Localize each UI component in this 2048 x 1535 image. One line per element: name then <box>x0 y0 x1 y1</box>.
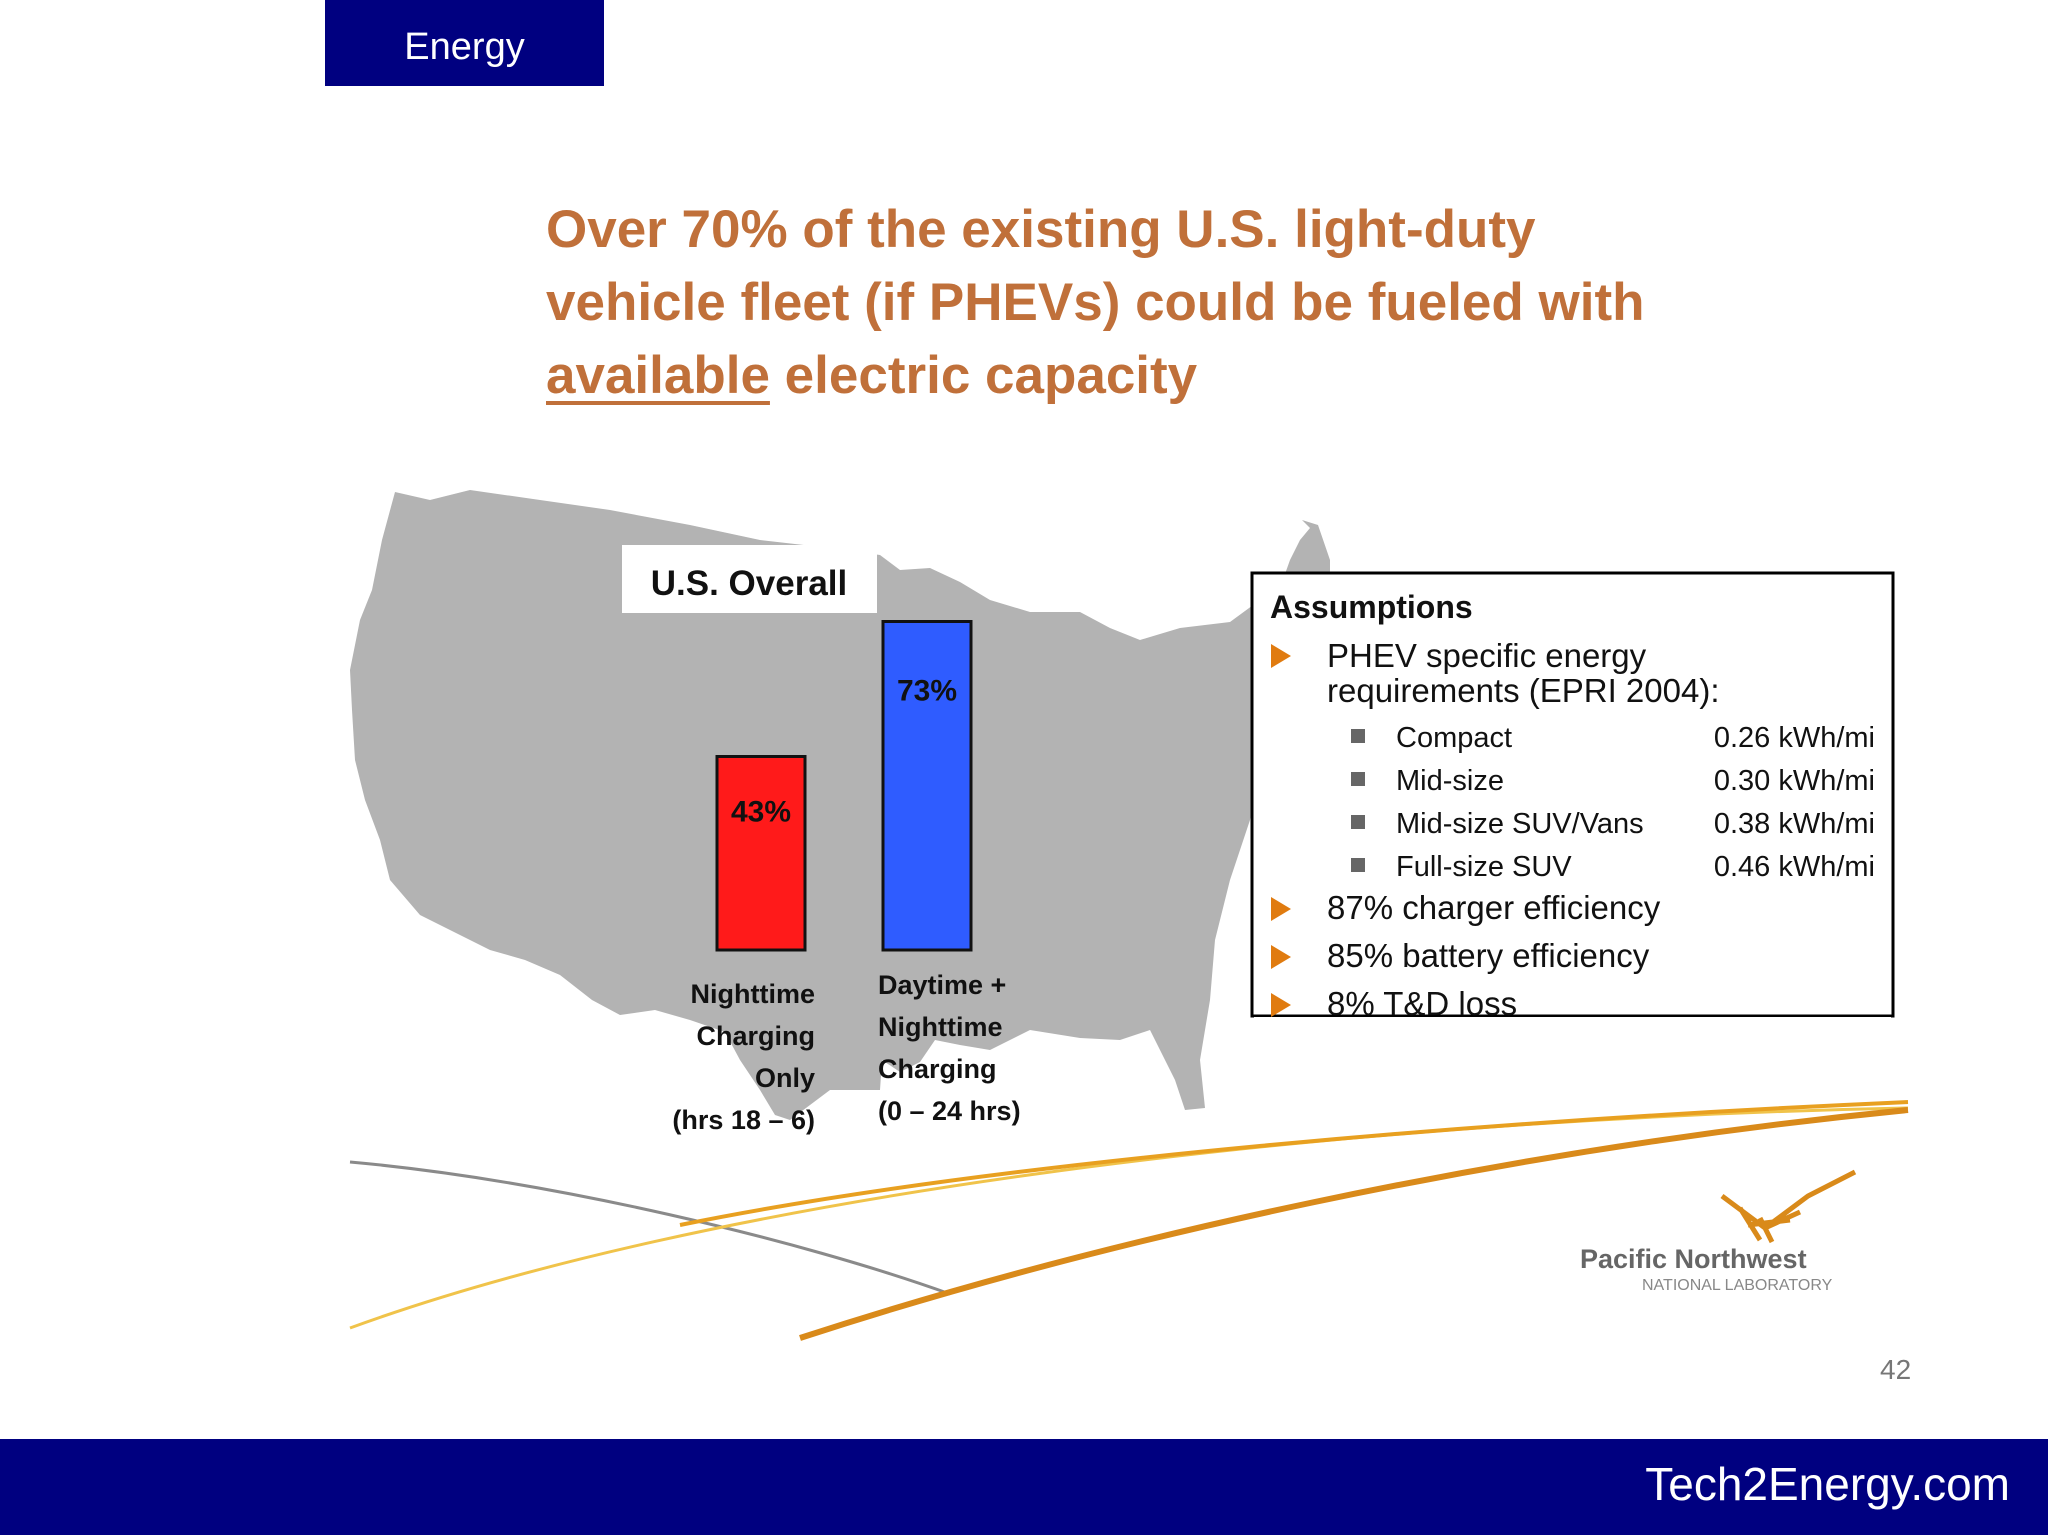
assumptions-heading: Assumptions <box>1270 589 1473 625</box>
logo-name: Pacific Northwest <box>1580 1244 1807 1274</box>
title-line-2: vehicle fleet (if PHEVs) could be fueled… <box>546 273 1645 332</box>
vehicle-value-3: 0.38 kWh/mi <box>1714 808 1875 840</box>
assumption-intro-line-2: requirements (EPRI 2004): <box>1327 672 1720 709</box>
bullet-arrow-icon <box>1271 897 1291 921</box>
category-label-1-line-4: (hrs 18 – 6) <box>672 1105 815 1135</box>
section-tag-label: Energy <box>404 25 525 68</box>
assumptions-box <box>1250 571 1895 1018</box>
page-number: 42 <box>1880 1354 1912 1385</box>
category-label-2-line-4: (0 – 24 hrs) <box>878 1096 1021 1126</box>
assumption-bullet-1: 87% charger efficiency <box>1327 889 1661 926</box>
square-bullet-icon <box>1351 815 1365 829</box>
vehicle-value-2: 0.30 kWh/mi <box>1714 765 1875 797</box>
vehicle-name-4: Full-size SUV <box>1396 851 1572 883</box>
vehicle-name-2: Mid-size <box>1396 765 1504 797</box>
vehicle-name-3: Mid-size SUV/Vans <box>1396 808 1644 840</box>
chart-title: U.S. Overall <box>651 564 847 603</box>
bullet-arrow-icon <box>1271 993 1291 1017</box>
category-label-1-line-3: Only <box>755 1063 815 1093</box>
bar-value-label-2: 73% <box>897 675 957 708</box>
us-map-silhouette <box>350 490 1330 1120</box>
footer-site-link[interactable]: Tech2Energy.com <box>1645 1458 2010 1510</box>
section-tag: Energy <box>325 0 604 86</box>
bullet-arrow-icon <box>1271 644 1291 668</box>
title-underlined-word: available <box>546 346 770 405</box>
swoosh-thick <box>799 1107 1909 1341</box>
square-bullet-icon <box>1351 729 1365 743</box>
box-clip-mask <box>1254 1017 1891 1047</box>
chart-title-box <box>622 545 877 613</box>
category-label-2-line-2: Nighttime <box>878 1012 1003 1042</box>
swoosh-mid <box>679 1100 1909 1227</box>
bullet-arrow-icon <box>1271 945 1291 969</box>
vehicle-name-1: Compact <box>1396 722 1512 754</box>
logo-subtitle: NATIONAL LABORATORY <box>1642 1277 1833 1294</box>
title-line-1: Over 70% of the existing U.S. light-duty <box>546 200 1536 259</box>
category-label-2-line-3: Charging <box>878 1054 997 1084</box>
square-bullet-icon <box>1351 858 1365 872</box>
bar-value-label-1: 43% <box>731 796 791 829</box>
vehicle-value-4: 0.46 kWh/mi <box>1714 851 1875 883</box>
bar-1 <box>715 755 807 952</box>
assumption-bullet-2: 85% battery efficiency <box>1327 937 1650 974</box>
swoosh-gray <box>349 1160 951 1296</box>
title-rest: electric capacity <box>769 346 1198 405</box>
pnnl-logo-icon <box>1720 1169 1857 1244</box>
category-label-2-line-1: Daytime + <box>878 970 1006 1000</box>
vehicle-value-1: 0.26 kWh/mi <box>1714 722 1875 754</box>
assumption-bullet-3: 8% T&D loss <box>1327 985 1517 1022</box>
square-bullet-icon <box>1351 772 1365 786</box>
slide-title: Over 70% of the existing U.S. light-duty… <box>546 193 1846 412</box>
footer-bar: Tech2Energy.com <box>0 1439 2048 1535</box>
category-label-1-line-2: Charging <box>697 1021 816 1051</box>
bar-2 <box>881 620 973 952</box>
title-line-3: available electric capacity <box>546 339 1846 412</box>
assumptions-layer: Assumptions PHEV specific energyrequireme… <box>1254 589 1891 1047</box>
category-label-1-line-1: Nighttime <box>691 979 816 1009</box>
assumption-intro-line-1: PHEV specific energy <box>1327 637 1647 674</box>
chart-layer: U.S. Overall 43% Nighttime Charging Only (hrs… <box>651 564 1021 1135</box>
